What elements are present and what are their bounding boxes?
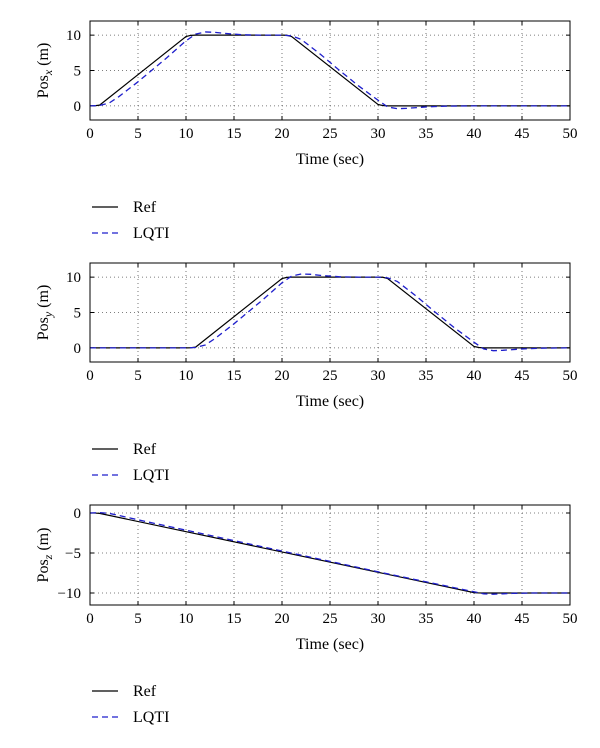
x-tick-label: 30: [371, 611, 386, 627]
y-tick-label: 0: [74, 99, 82, 115]
x-tick-label: 5: [134, 368, 142, 384]
legend: Ref LQTI: [92, 441, 169, 484]
x-tick-label: 15: [227, 611, 242, 627]
x-tick-label: 45: [515, 368, 530, 384]
series-line-lqti: [90, 273, 571, 352]
x-tick-label: 20: [275, 611, 290, 627]
y-axis-label: Posx (m): [35, 43, 55, 99]
x-tick-label: 50: [563, 126, 578, 142]
x-tick-label: 30: [371, 126, 386, 142]
series-line-lqti: [89, 31, 570, 110]
plot-frame: [89, 20, 571, 121]
y-tick-label: 0: [74, 506, 82, 522]
plot-frame: [89, 504, 571, 606]
x-tick-label: 10: [179, 126, 194, 142]
y-axis-label: Posz (m): [35, 528, 55, 583]
x-tick-label: 25: [323, 126, 338, 142]
x-tick-label: 40: [467, 126, 482, 142]
series-line-lqti: [89, 511, 570, 595]
x-tick-label: 5: [134, 611, 142, 627]
x-tick-label: 0: [86, 126, 94, 142]
y-tick-label: 5: [74, 306, 82, 322]
x-tick-label: 0: [86, 611, 94, 627]
x-tick-label: 25: [323, 368, 338, 384]
y-axis-label: Posy (m): [35, 285, 55, 341]
x-axis-label: Time (sec): [296, 636, 364, 653]
legend-label-lqti: LQTI: [133, 467, 169, 484]
x-tick-label: 20: [275, 368, 290, 384]
legend-label-ref: Ref: [133, 683, 157, 700]
x-tick-label: 5: [134, 126, 142, 142]
series-line-ref: [89, 34, 570, 107]
x-tick-label: 40: [467, 611, 482, 627]
y-tick-label: −10: [58, 586, 81, 602]
x-tick-label: 25: [323, 611, 338, 627]
legend-label-lqti: LQTI: [133, 225, 169, 242]
x-tick-label: 10: [179, 368, 194, 384]
x-tick-label: 15: [227, 368, 242, 384]
x-tick-label: 35: [419, 368, 434, 384]
y-tick-label: −5: [65, 546, 81, 562]
legend-label-lqti: LQTI: [133, 709, 169, 726]
chart-panel-1: 0 5 10 15 20 25 30 35 40 45 50 0 5 10 Time (sec) Posx (…: [35, 20, 578, 242]
plot-frame: [89, 262, 571, 363]
x-tick-label: 50: [563, 368, 578, 384]
chart-panel-2: 0 5 10 15 20 25 30 35 40 45 50 0 5 10 Time (sec) Posy (…: [35, 262, 578, 484]
y-tick-label: 10: [66, 28, 81, 44]
x-tick-label: 50: [563, 611, 578, 627]
chart-panel-3: 0 5 10 15 20 25 30 35 40 45 50 0 −5 −10 Time (sec) Posz…: [35, 504, 578, 726]
legend: Ref LQTI: [92, 683, 169, 726]
x-tick-label: 20: [275, 126, 290, 142]
y-tick-label: 5: [74, 64, 82, 80]
x-tick-label: 45: [515, 611, 530, 627]
x-tick-label: 0: [86, 368, 94, 384]
legend-label-ref: Ref: [133, 441, 157, 458]
x-tick-label: 10: [179, 611, 194, 627]
x-tick-label: 35: [419, 611, 434, 627]
y-tick-label: 10: [66, 270, 81, 286]
legend: Ref LQTI: [92, 199, 169, 242]
x-tick-label: 15: [227, 126, 242, 142]
x-tick-label: 30: [371, 368, 386, 384]
x-tick-label: 35: [419, 126, 434, 142]
x-tick-label: 40: [467, 368, 482, 384]
x-axis-label: Time (sec): [296, 151, 364, 168]
legend-label-ref: Ref: [133, 199, 157, 216]
y-tick-label: 0: [74, 341, 82, 357]
x-tick-label: 45: [515, 126, 530, 142]
x-axis-label: Time (sec): [296, 393, 364, 410]
